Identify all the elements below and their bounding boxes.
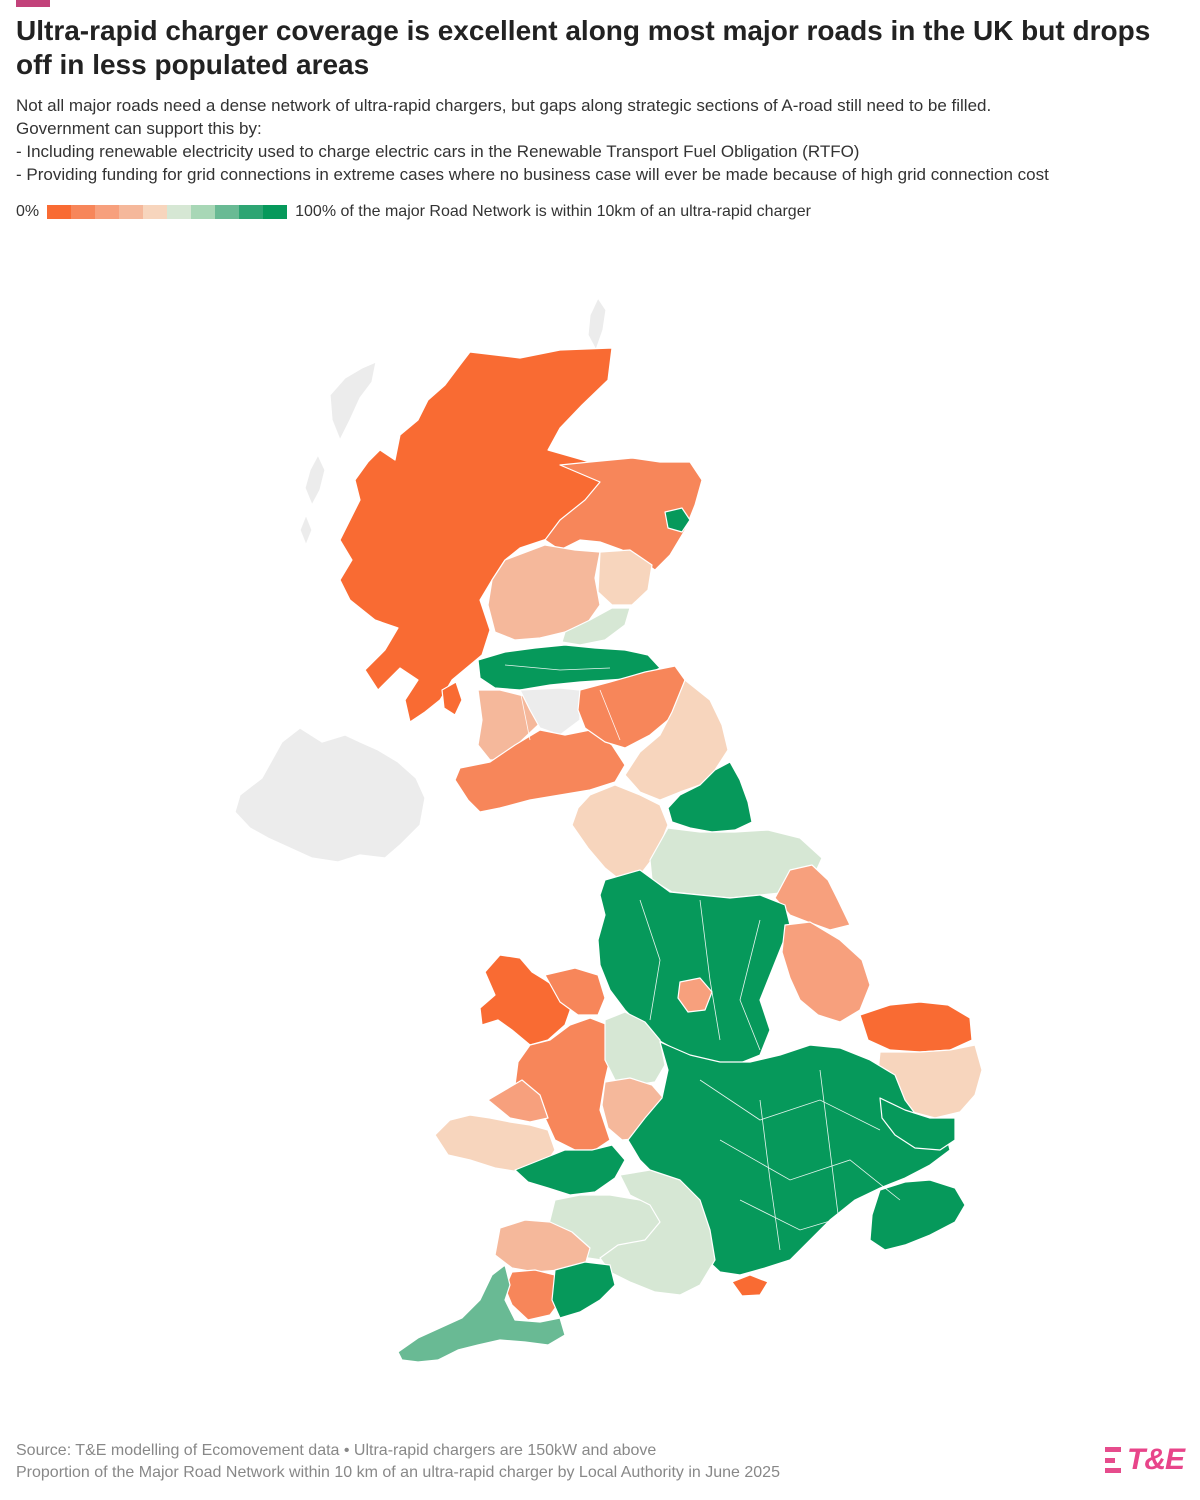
region-lincolnshire[interactable] (781, 921, 871, 1023)
region-western-isles[interactable] (299, 361, 377, 546)
legend-swatch (263, 205, 288, 219)
region-cornwall[interactable] (397, 1264, 566, 1363)
region-north-wales[interactable] (544, 967, 606, 1016)
legend-min-label: 0% (16, 203, 40, 220)
region-lanarkshire[interactable] (519, 687, 581, 736)
region-aberdeen-city[interactable] (664, 507, 691, 533)
uk-choropleth-map (0, 250, 1200, 1430)
logo-text: T&E (1127, 1443, 1185, 1476)
map-svg (234, 297, 983, 1363)
legend-swatch (167, 205, 192, 219)
region-northumberland[interactable] (624, 679, 729, 801)
legend-swatch (143, 205, 168, 219)
region-fife[interactable] (561, 607, 631, 646)
legend-swatches (47, 205, 288, 219)
subtitle-line: - Including renewable electricity used t… (16, 142, 860, 161)
region-cumbria[interactable] (571, 784, 669, 881)
region-angus[interactable] (597, 549, 653, 606)
map-caption: Proportion of the Major Road Network wit… (16, 1464, 780, 1481)
legend-swatch (71, 205, 96, 219)
region-wiltshire-dorset[interactable] (599, 1169, 716, 1296)
legend-swatch (215, 205, 240, 219)
legend-swatch (191, 205, 216, 219)
chart-subtitle: Not all major roads need a dense network… (16, 94, 1191, 186)
logo-stripes-icon (1105, 1447, 1121, 1473)
subtitle-line: - Providing funding for grid connections… (16, 165, 1049, 184)
te-logo: T&E (1105, 1443, 1185, 1477)
region-peak-district[interactable] (677, 977, 713, 1013)
region-ceredigion[interactable] (487, 1079, 549, 1123)
region-pembrokeshire[interactable] (434, 1114, 556, 1173)
chart-title: Ultra-rapid charger coverage is excellen… (16, 15, 1151, 80)
legend-max-label: 100% of the major Road Network is within… (295, 203, 811, 220)
legend-swatch (95, 205, 120, 219)
region-south-wales[interactable] (514, 1144, 626, 1196)
source-note: Source: T&E modelling of Ecomovement dat… (16, 1442, 657, 1459)
region-dumfries-and-galloway[interactable] (454, 729, 626, 813)
legend-swatch (47, 205, 72, 219)
region-shropshire[interactable] (604, 1011, 666, 1086)
region-essex[interactable] (879, 1097, 956, 1151)
color-legend: 0% 100% of the major Road Network is wit… (16, 201, 811, 223)
region-kent[interactable] (869, 1179, 966, 1251)
region-arran[interactable] (441, 681, 463, 716)
region-norfolk[interactable] (859, 1001, 973, 1053)
region-northern-ireland[interactable] (234, 727, 426, 863)
region-north-east-england[interactable] (667, 761, 753, 833)
subtitle-line: Government can support this by: (16, 119, 262, 138)
accent-bar (16, 0, 50, 7)
subtitle-line: Not all major roads need a dense network… (16, 96, 992, 115)
authority-boundaries (504, 664, 901, 1251)
region-south-east-england[interactable] (627, 1041, 951, 1276)
region-east-devon[interactable] (551, 1261, 616, 1319)
region-anglesey-gwynedd[interactable] (479, 954, 573, 1046)
legend-swatch (119, 205, 144, 219)
legend-swatch (239, 205, 264, 219)
region-isle-of-wight[interactable] (731, 1274, 769, 1297)
footer: Source: T&E modelling of Ecomovement dat… (16, 1440, 780, 1484)
